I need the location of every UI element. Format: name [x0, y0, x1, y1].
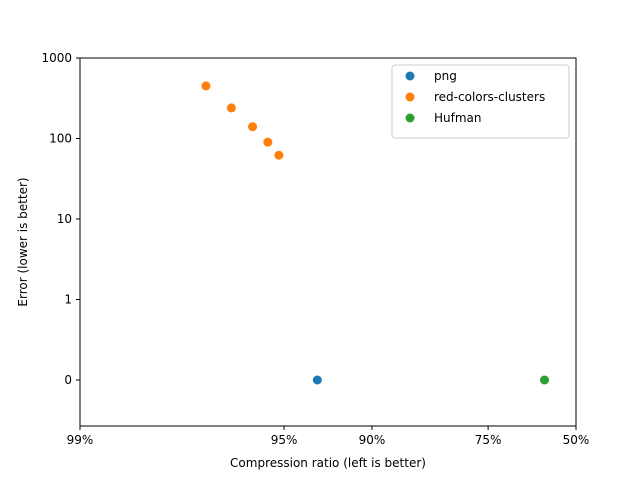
data-point — [274, 150, 284, 160]
legend-marker — [405, 71, 415, 81]
series-red-colors-clusters — [201, 81, 284, 160]
y-tick-label: 1000 — [41, 51, 72, 65]
series-png — [312, 375, 322, 385]
x-tick-label: 90% — [359, 433, 386, 447]
legend-box — [391, 64, 570, 139]
y-axis-label: Error (lower is better) — [16, 177, 30, 306]
legend-entry: Hufman — [434, 111, 482, 125]
data-point — [539, 375, 549, 385]
y-tick-label: 100 — [49, 132, 72, 146]
legend-entry: red-colors-clusters — [434, 90, 545, 104]
data-point — [248, 122, 258, 132]
legend-entry: png — [434, 69, 457, 83]
x-tick-label: 50% — [563, 433, 590, 447]
legend-marker — [405, 92, 415, 102]
plot-frame — [79, 57, 577, 427]
y-tick-label: 1 — [64, 293, 72, 307]
data-point — [226, 103, 236, 113]
legend-marker — [405, 113, 415, 123]
x-axis-label: Compression ratio (left is better) — [230, 456, 426, 470]
x-tick-label: 75% — [475, 433, 502, 447]
x-tick-label: 99% — [67, 433, 94, 447]
y-tick-label: 10 — [57, 212, 72, 226]
y-tick-label: 0 — [64, 373, 72, 387]
legend: png red-colors-clusters Hufman — [391, 64, 570, 139]
data-point — [312, 375, 322, 385]
data-point — [263, 137, 273, 147]
data-point — [201, 81, 211, 91]
x-tick-label: 95% — [271, 433, 298, 447]
series-Hufman — [539, 375, 549, 385]
